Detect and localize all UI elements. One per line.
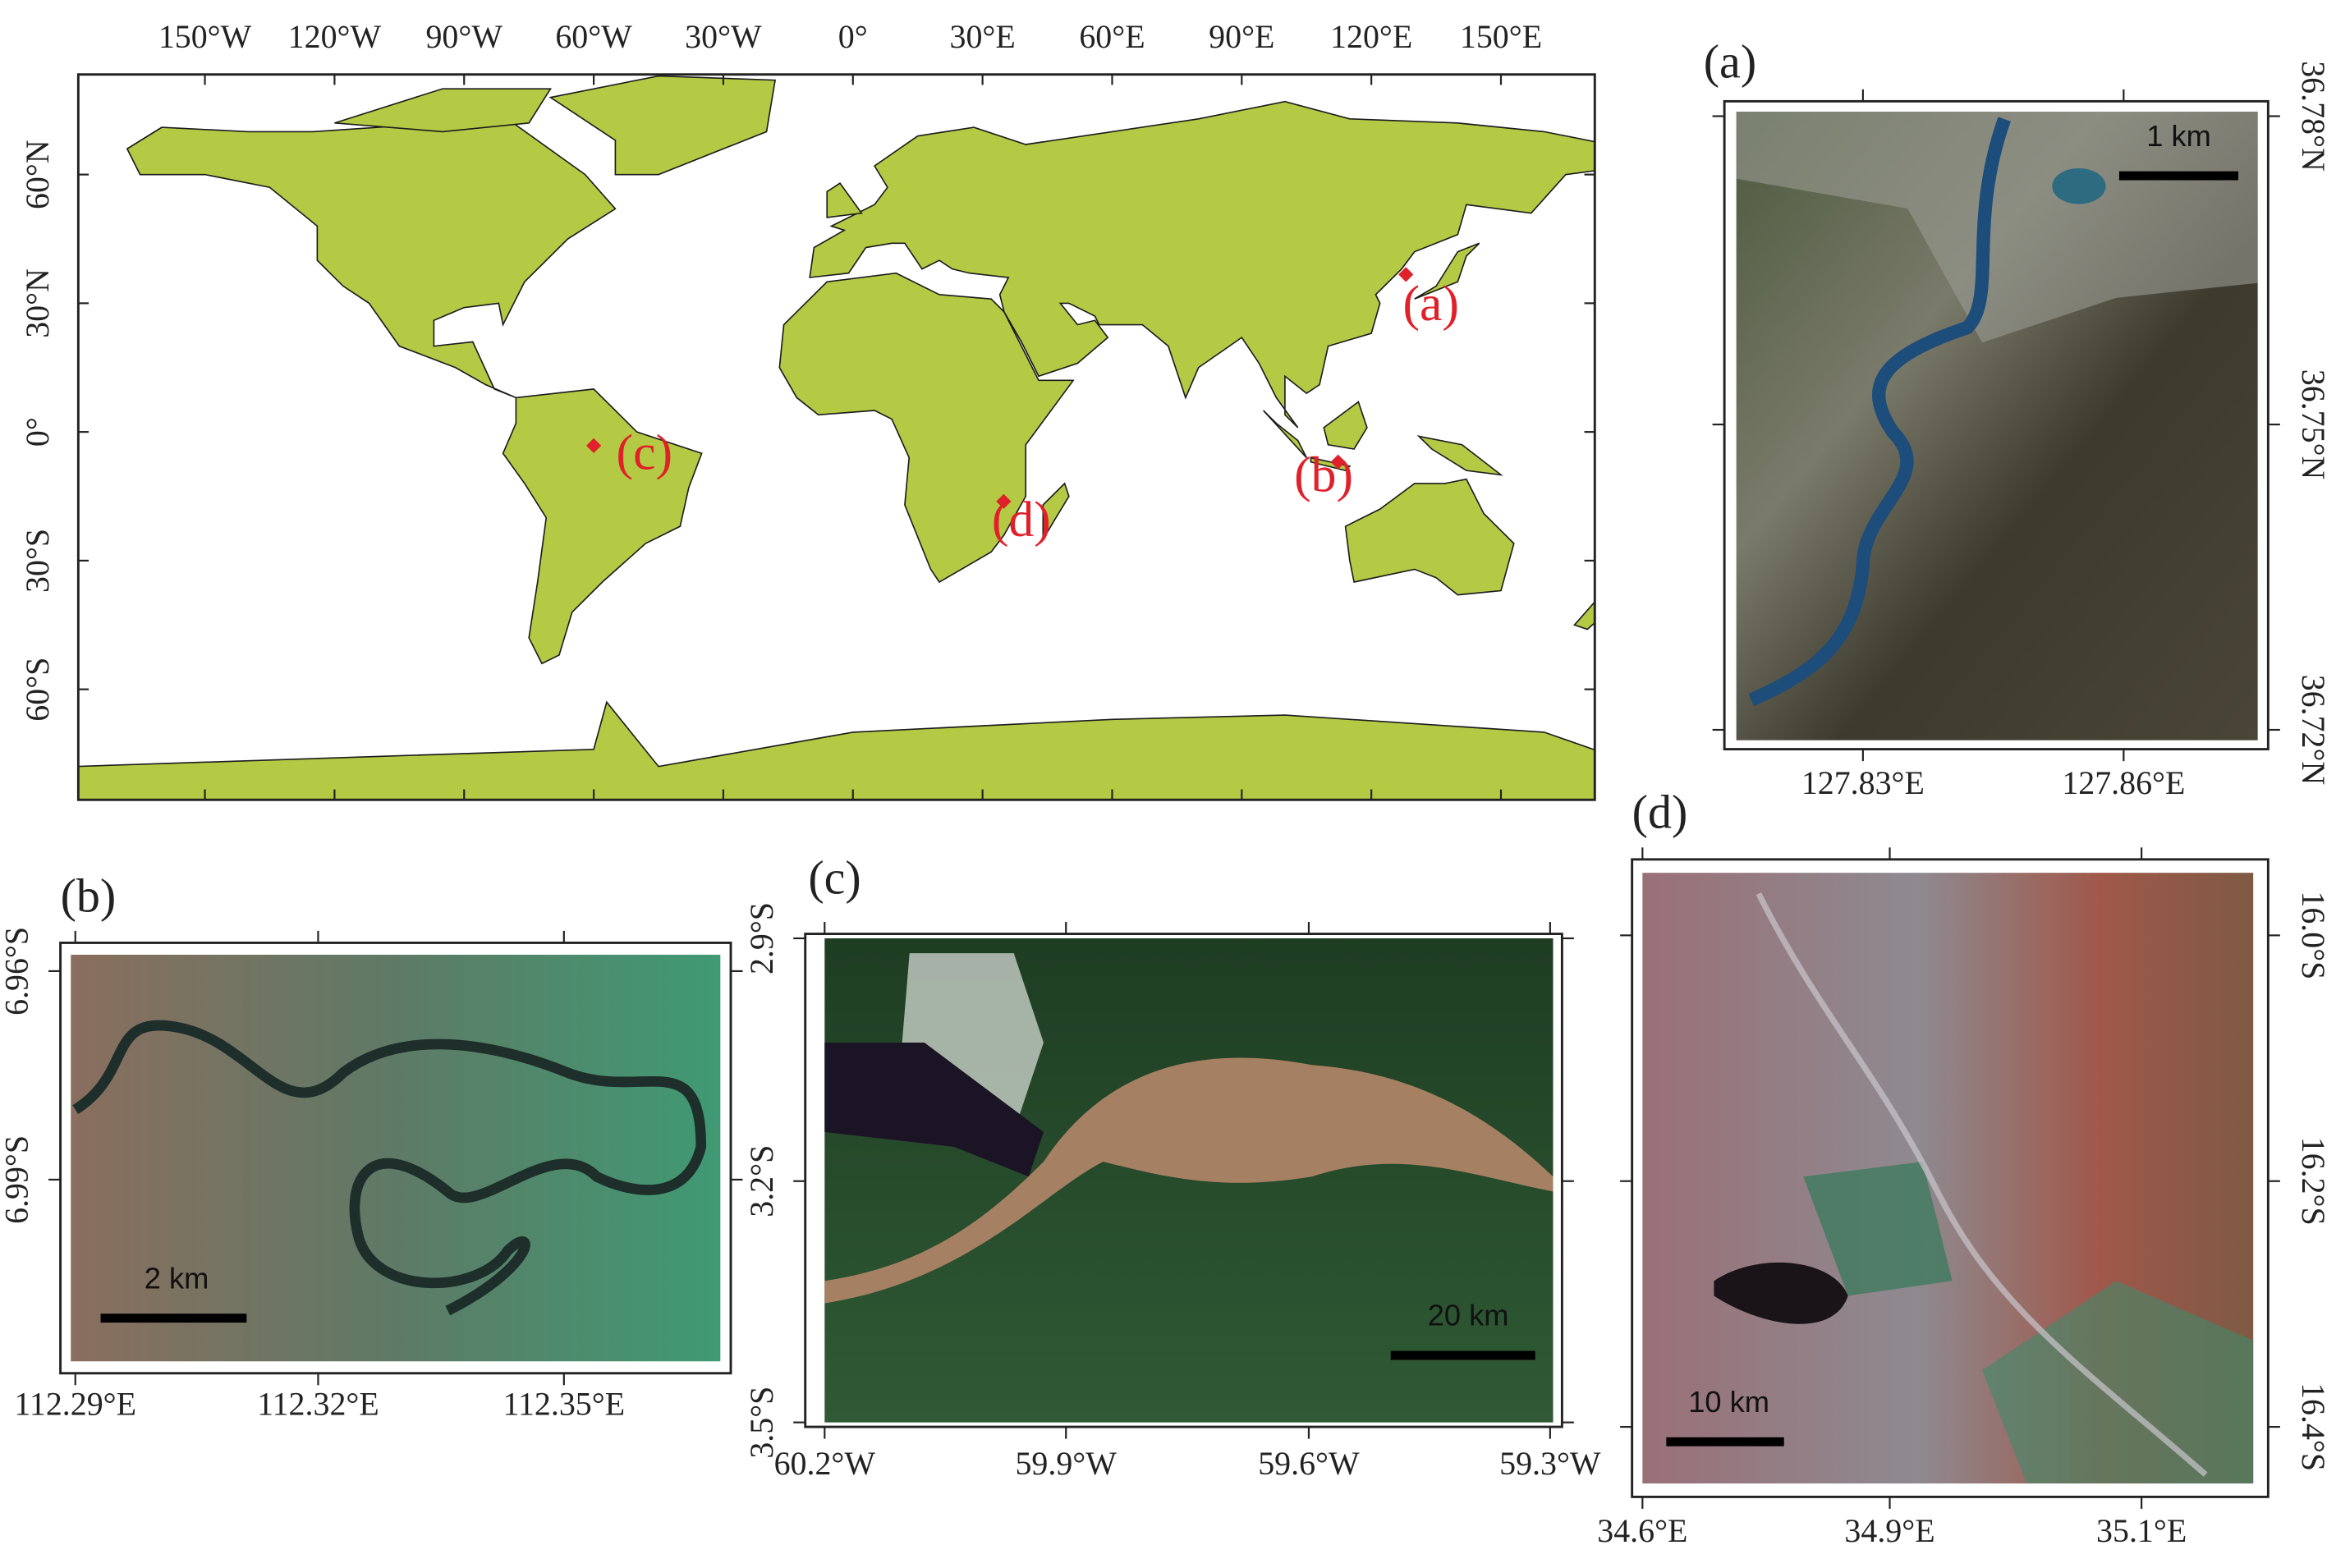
x-tick-label: 30°W — [685, 18, 762, 55]
x-tick-label: 112.35°E — [503, 1386, 626, 1423]
y-tick-label: 3.2°S — [743, 1145, 780, 1217]
y-tick-label: 36.78°N — [2295, 61, 2332, 172]
panel-b-image — [59, 941, 732, 1375]
scale-bar-label: 20 km — [1428, 1299, 1509, 1332]
scale-bar-label: 2 km — [145, 1261, 209, 1295]
y-tick-label: 30°N — [19, 268, 56, 338]
annotations: 150°W 120°W 90°W 60°W 30°W 0° 30°E 60°E 90°E 120°… — [0, 18, 2332, 1549]
panel-label: (a) — [1704, 34, 1756, 88]
x-tick-label: 127.86°E — [2062, 764, 2185, 801]
landmass — [1416, 435, 1503, 476]
scale-bar — [1390, 1350, 1535, 1360]
y-tick-label: 36.75°N — [2295, 369, 2332, 480]
x-tick-label: 150°E — [1460, 18, 1542, 55]
scale-bar-label: 10 km — [1688, 1385, 1769, 1419]
x-tick-label: 59.6°W — [1258, 1445, 1360, 1482]
site-label: (b) — [1294, 447, 1353, 503]
x-tick-label: 34.9°E — [1844, 1512, 1934, 1549]
x-tick-label: 120°W — [288, 18, 382, 55]
y-tick-label: 0° — [19, 417, 56, 447]
panel-d-image — [1631, 858, 2269, 1498]
y-tick-label: 16.4°S — [2295, 1382, 2332, 1471]
y-tick-label: 36.72°N — [2295, 675, 2332, 786]
landmass — [548, 75, 777, 176]
landmass — [1323, 401, 1368, 450]
y-tick-label: 16.0°S — [2295, 891, 2332, 979]
x-tick-label: 120°E — [1330, 18, 1412, 55]
x-tick-label: 60.2°W — [774, 1445, 876, 1482]
landmass — [1414, 242, 1480, 300]
site-marker — [1330, 454, 1346, 470]
panel-label: (d) — [1632, 786, 1688, 839]
x-tick-label: 0° — [838, 18, 868, 55]
y-tick-label: 6.96°S — [0, 927, 35, 1016]
scale-bar-label: 1 km — [2146, 119, 2211, 153]
site-marker — [1398, 267, 1414, 282]
landmass — [826, 182, 863, 218]
panel-c-image — [804, 933, 1563, 1428]
scale-bar — [100, 1314, 247, 1323]
world-map — [76, 73, 1596, 801]
x-tick-label: 60°W — [555, 18, 632, 55]
x-tick-label: 90°E — [1209, 18, 1274, 55]
x-tick-label: 34.6°E — [1597, 1512, 1687, 1549]
site-label: (c) — [617, 425, 672, 481]
y-tick-label: 16.2°S — [2295, 1137, 2332, 1226]
y-tick-label: 30°S — [19, 529, 56, 593]
map-frame — [76, 73, 1596, 801]
y-tick-label: 60°S — [19, 658, 56, 722]
y-tick-label: 3.5°S — [743, 1387, 780, 1459]
x-tick-label: 59.3°W — [1499, 1445, 1601, 1482]
site-label: (d) — [992, 492, 1051, 548]
landmass — [1042, 482, 1070, 542]
panel-label: (c) — [808, 851, 861, 905]
scale-bar — [1666, 1437, 1784, 1447]
y-tick-label: 60°N — [19, 140, 56, 209]
x-tick-label: 35.1°E — [2096, 1512, 2187, 1549]
x-tick-label: 112.29°E — [14, 1386, 136, 1423]
landmass — [78, 700, 1595, 800]
x-tick-label: 150°W — [158, 18, 252, 55]
x-tick-label: 60°E — [1079, 18, 1145, 55]
scale-bar — [2118, 171, 2239, 181]
x-tick-label: 112.32°E — [257, 1386, 379, 1423]
landmass — [809, 100, 1595, 429]
x-tick-label: 90°W — [425, 18, 503, 55]
y-tick-label: 2.9°S — [743, 902, 780, 974]
landmass — [502, 388, 703, 665]
x-tick-label: 59.9°W — [1015, 1445, 1117, 1482]
landmass — [1263, 410, 1307, 459]
x-tick-label: 30°E — [949, 18, 1015, 55]
x-tick-label: 127.83°E — [1801, 764, 1925, 801]
landmass — [334, 88, 552, 133]
landmass — [1344, 478, 1515, 596]
site-label: (a) — [1402, 276, 1458, 332]
panel-a-image — [1723, 99, 2269, 751]
panel-label: (b) — [61, 869, 117, 922]
y-tick-label: 6.99°S — [0, 1135, 35, 1224]
